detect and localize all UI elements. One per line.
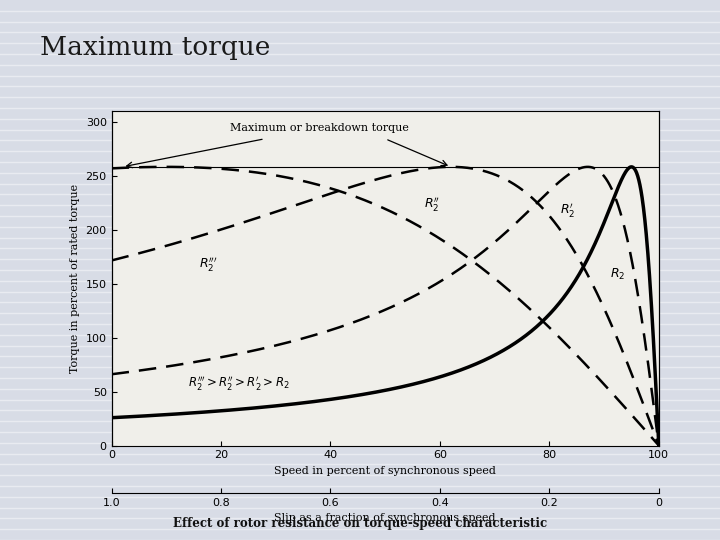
Text: Maximum or breakdown torque: Maximum or breakdown torque [230,123,409,133]
X-axis label: Slip as a fraction of synchronous speed: Slip as a fraction of synchronous speed [274,513,496,523]
Text: $R_2$: $R_2$ [610,267,625,282]
Y-axis label: Torque in percent of rated torque: Torque in percent of rated torque [70,184,80,373]
Text: $R_2''$: $R_2''$ [423,195,440,213]
Text: Effect of rotor resistance on torque-speed characteristic: Effect of rotor resistance on torque-spe… [173,517,547,530]
Text: $R_2'''$: $R_2'''$ [199,255,217,273]
X-axis label: Speed in percent of synchronous speed: Speed in percent of synchronous speed [274,466,496,476]
Text: Maximum torque: Maximum torque [40,35,270,60]
Text: $R_2''' > R_2'' > R_2' > R_2$: $R_2''' > R_2'' > R_2' > R_2$ [188,374,290,391]
Text: $R_2'$: $R_2'$ [560,201,575,219]
